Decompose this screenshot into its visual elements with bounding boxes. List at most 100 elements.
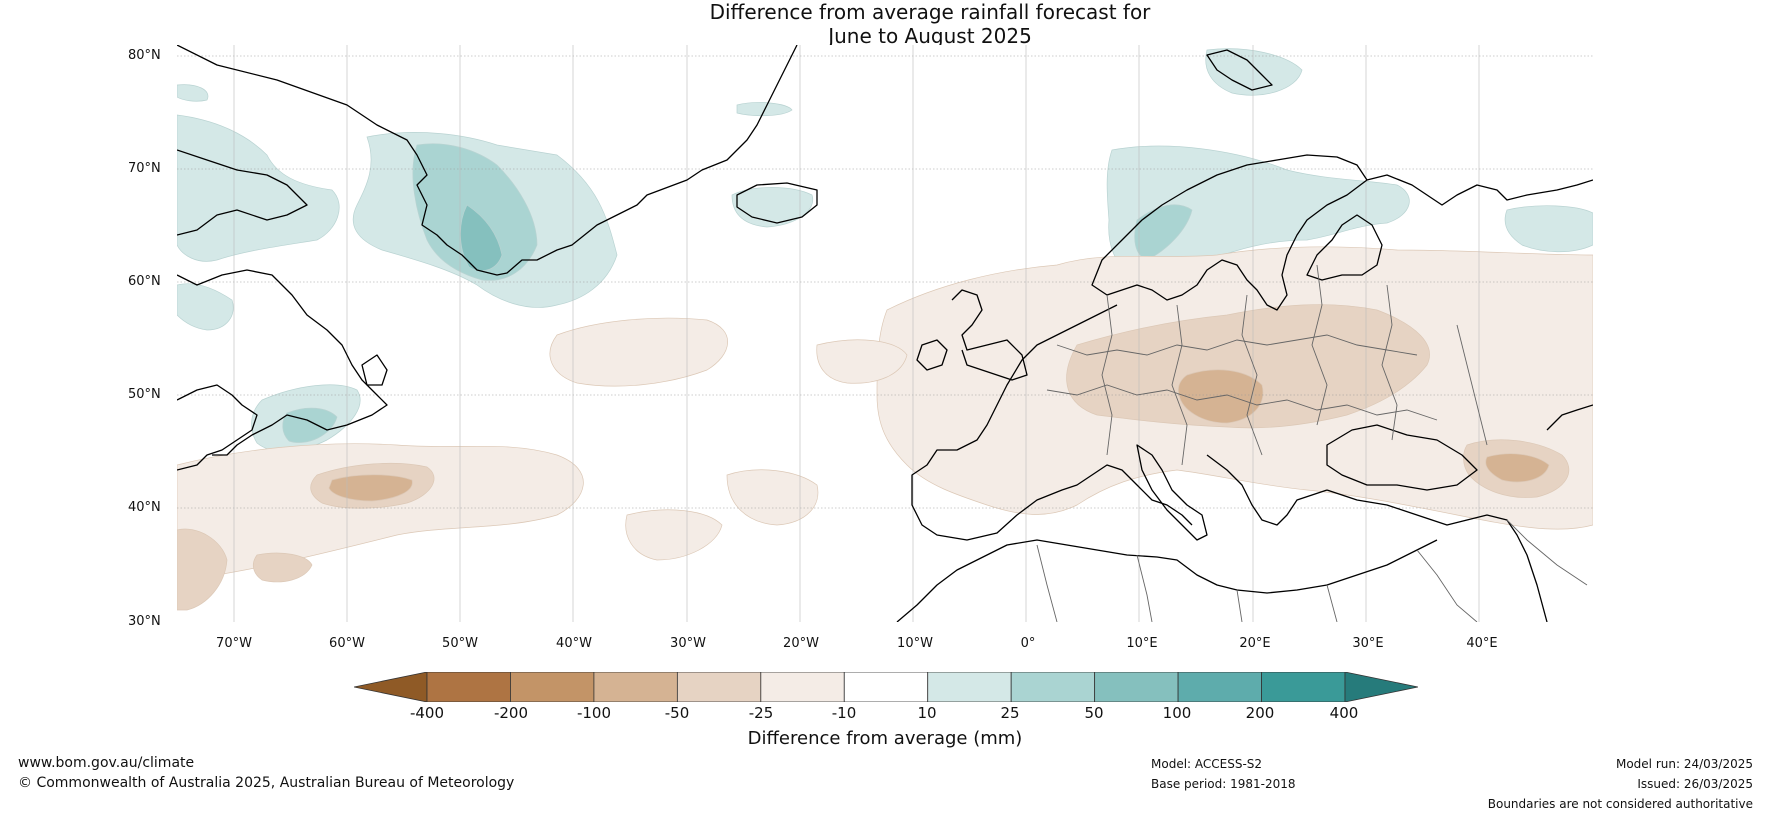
colorbar-label-400: 400	[1329, 704, 1359, 722]
colorbar-label-neg50: -50	[664, 704, 690, 722]
colorbar-label-neg200: -200	[493, 704, 529, 722]
border-meridional-6	[1456, 324, 1488, 446]
colorbar-cell	[760, 672, 845, 702]
coast-russia-north	[1366, 174, 1593, 206]
lon-label-20w: 20°W	[783, 636, 819, 651]
border-north-africa	[1036, 544, 1338, 622]
border-middle-east	[1416, 519, 1588, 622]
drier-regions	[177, 246, 1593, 611]
border-central-europe	[1056, 334, 1418, 356]
lat-label-70n: 70°N	[128, 161, 161, 176]
title-line-1: Difference from average rainfall forecas…	[709, 0, 1151, 24]
dry-region-iberia-west	[816, 339, 908, 384]
lon-label-60w: 60°W	[329, 636, 365, 651]
wet-region-urals	[1504, 205, 1593, 253]
rainfall-map	[177, 45, 1593, 622]
coast-canada-arctic	[177, 149, 308, 236]
wet-region-scandinavia	[1106, 145, 1410, 277]
dry-region-gulf-stream-core	[328, 474, 413, 502]
coast-caspian	[1546, 404, 1593, 431]
colorbar-cell	[593, 672, 678, 702]
border-meridional-1	[1101, 294, 1113, 456]
colorbar	[354, 672, 1418, 702]
colorbar-cell	[676, 672, 762, 702]
lon-label-40w: 40°W	[556, 636, 592, 651]
country-borders	[1036, 264, 1588, 622]
colorbar-extend-low	[354, 672, 428, 702]
colorbar-cell	[426, 672, 511, 702]
border-meridional-2	[1171, 304, 1188, 466]
lat-label-80n: 80°N	[128, 48, 161, 63]
colorbar-label-25: 25	[1000, 704, 1020, 722]
colorbar-label-neg10: -10	[831, 704, 857, 722]
coast-iceland	[736, 182, 818, 224]
colorbar-cell	[843, 672, 929, 702]
dry-region-west-atlantic	[177, 443, 584, 578]
lon-label-30e: 30°E	[1352, 636, 1384, 651]
dry-region-subtropics	[252, 552, 313, 583]
lat-label-40n: 40°N	[128, 500, 161, 515]
colorbar-label-200: 200	[1245, 704, 1275, 722]
lat-label-60n: 60°N	[128, 274, 161, 289]
coast-black-sea	[1326, 424, 1478, 491]
dry-region-southwest	[177, 528, 228, 611]
lon-label-70w: 70°W	[216, 636, 252, 651]
colorbar-label-neg400: -400	[409, 704, 445, 722]
coast-turkey	[1326, 489, 1548, 622]
border-central-europe-2	[1046, 384, 1438, 421]
meridians	[233, 45, 1480, 622]
colorbar-title: Difference from average (mm)	[747, 728, 1023, 749]
wet-region-greenland-core	[460, 204, 503, 272]
lat-label-30n: 30°N	[128, 614, 161, 629]
chart-title: Difference from average rainfall forecas…	[0, 0, 1770, 48]
colorbar-label-100: 100	[1162, 704, 1192, 722]
graticule	[177, 55, 1593, 509]
wet-region-canada	[177, 114, 340, 262]
colorbar-label-50: 50	[1084, 704, 1104, 722]
coast-finland	[1306, 214, 1383, 281]
colorbar-cell	[1010, 672, 1096, 702]
lon-label-10w: 10°W	[897, 636, 933, 651]
lon-label-20e: 20°E	[1239, 636, 1271, 651]
title-line-2: June to August 2025	[828, 24, 1032, 48]
colorbar-label-neg100: -100	[576, 704, 612, 722]
coast-italy	[1136, 444, 1208, 541]
footer-website: www.bom.gov.au/climate	[18, 755, 195, 771]
border-meridional-5	[1381, 284, 1398, 441]
lon-label-10e: 10°E	[1126, 636, 1158, 651]
coastlines	[177, 45, 1593, 622]
lat-label-50n: 50°N	[128, 387, 161, 402]
coast-us-east	[177, 384, 258, 471]
dry-region-mid-atlantic	[549, 317, 728, 387]
border-meridional-3	[1241, 294, 1263, 456]
wet-region-labrador	[177, 283, 234, 331]
wet-region-norway-core	[1134, 204, 1193, 261]
colorbar-label-10: 10	[917, 704, 937, 722]
colorbar-cell	[1177, 672, 1262, 702]
dry-region-central-europe	[1066, 304, 1430, 429]
coast-north-africa	[896, 539, 1438, 622]
colorbar-cell	[927, 672, 1012, 702]
wet-region-svalbard	[1205, 48, 1303, 96]
dry-region-caucasus-core	[1485, 453, 1550, 483]
coast-western-europe	[911, 304, 1193, 541]
coast-labrador	[177, 269, 388, 456]
wet-region-baffin	[177, 84, 209, 102]
coast-balkans-greece	[1206, 454, 1328, 526]
coast-scandinavia	[1091, 154, 1368, 311]
lon-label-0: 0°	[1020, 636, 1036, 651]
footer-copyright: © Commonwealth of Australia 2025, Austra…	[18, 775, 515, 791]
coast-newfoundland	[361, 354, 388, 386]
footer-base-period: Base period: 1981-2018	[1151, 777, 1296, 791]
wetter-regions	[177, 48, 1593, 452]
lon-label-30w: 30°W	[670, 636, 706, 651]
colorbar-cell	[1261, 672, 1346, 702]
footer-issued: Issued: 26/03/2025	[1637, 777, 1753, 791]
colorbar-cell	[510, 672, 595, 702]
dry-region-far-north-atlantic	[625, 509, 723, 561]
colorbar-extend-high	[1344, 672, 1418, 702]
coast-svalbard	[1206, 49, 1273, 91]
coast-uk-ireland	[916, 289, 1028, 381]
coast-greenland	[177, 45, 798, 276]
dry-region-east-atlantic	[726, 469, 819, 526]
